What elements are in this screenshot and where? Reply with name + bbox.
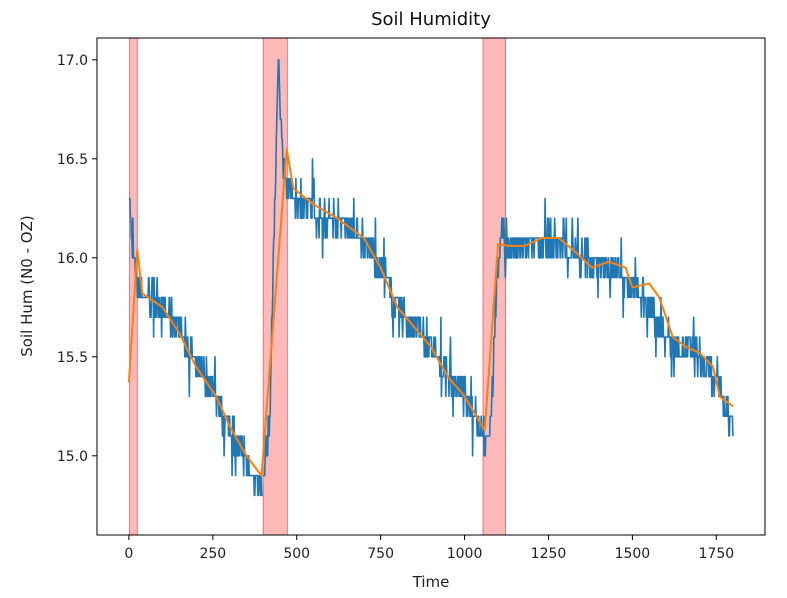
raw-series	[128, 58, 734, 497]
x-axis-label: Time	[412, 573, 450, 591]
chart-title: Soil Humidity	[371, 9, 491, 30]
y-axis-label: Soil Hum (N0 - OZ)	[18, 215, 36, 356]
smooth-series-line	[127, 147, 734, 477]
raw-series-segment-1	[128, 197, 264, 497]
raw-series-segment-3	[286, 158, 486, 457]
y-tick-label: 16.0	[57, 251, 88, 267]
x-axis-ticks: 0 250 500 750 1000 1250 1500 1750	[124, 535, 734, 562]
y-tick-label: 15.0	[57, 449, 88, 465]
y-tick-label: 15.5	[57, 350, 88, 366]
raw-series-segment-2	[262, 58, 289, 477]
x-tick-label: 1750	[699, 546, 735, 562]
x-tick-label: 0	[124, 546, 133, 562]
x-tick-label: 500	[283, 546, 310, 562]
x-tick-label: 750	[367, 546, 394, 562]
plot-frame	[96, 37, 766, 536]
x-tick-label: 1250	[531, 546, 567, 562]
y-tick-label: 16.5	[57, 152, 88, 168]
x-tick-label: 1500	[615, 546, 651, 562]
highlight-region-1	[129, 37, 138, 536]
x-tick-label: 1000	[447, 546, 483, 562]
raw-series-segment-4	[483, 197, 734, 457]
smooth-series	[127, 147, 734, 477]
y-axis-ticks: 15.0 15.5 16.0 16.5 17.0	[57, 53, 97, 465]
y-tick-label: 17.0	[57, 53, 88, 69]
x-tick-label: 250	[199, 546, 226, 562]
